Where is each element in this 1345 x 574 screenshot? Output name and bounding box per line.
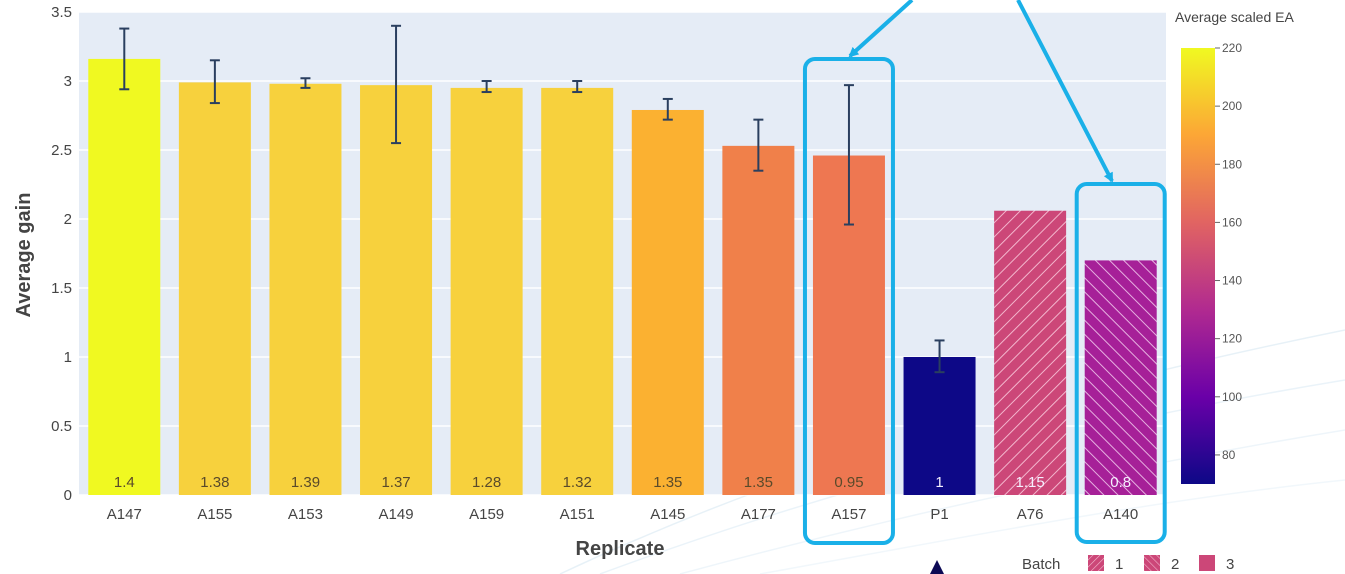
annotation-arrows <box>848 0 1114 574</box>
colorbar-tick-label: 180 <box>1222 157 1242 171</box>
colorbar-tick-label: 160 <box>1222 215 1242 229</box>
error-bar-a145 <box>662 97 673 121</box>
error-bar-p1 <box>934 339 945 374</box>
x-axis-label: Replicate <box>576 538 665 560</box>
error-bar-a153 <box>300 77 311 89</box>
data-label-a155: 1.38 <box>200 474 229 491</box>
bar-a177 <box>722 145 795 496</box>
gridlines <box>79 11 1166 496</box>
data-labels: 1.4 1.38 1.39 1.37 1.28 1.32 1.35 1.35 0.95 1 1.15… <box>114 474 1131 491</box>
bar-a149 <box>360 85 433 495</box>
bar-a155 <box>178 82 251 495</box>
x-tick-label-a153: A153 <box>288 506 323 523</box>
y-axis-ticks: 0 0.5 1 1.5 2 2.5 3 3.5 <box>51 4 72 504</box>
legend-swatch-3 <box>1199 555 1215 571</box>
highlight-boxes <box>802 57 1167 545</box>
colorbar <box>1181 48 1215 484</box>
y-tick-label: 1 <box>64 349 72 366</box>
x-tick-label-a147: A147 <box>107 506 142 523</box>
data-label-a153: 1.39 <box>291 474 320 491</box>
colorbar-tick-label: 200 <box>1222 99 1242 113</box>
y-tick-label: 1.5 <box>51 280 72 297</box>
x-tick-label-a177: A177 <box>741 506 776 523</box>
y-tick-label: 2 <box>64 211 72 228</box>
bar-a159 <box>450 87 523 496</box>
data-label-a151: 1.32 <box>563 474 592 491</box>
data-label-p1: 1 <box>935 474 943 491</box>
colorbar-tick-label: 80 <box>1222 448 1236 462</box>
legend-entry-2: 2 <box>1171 556 1179 573</box>
y-axis-label: Average gain <box>13 193 35 318</box>
x-axis-ticks: A147 A155 A153 A149 A159 A151 A145 A177 A157 P1 A7… <box>107 506 1138 523</box>
data-label-a76: 1.15 <box>1016 474 1045 491</box>
colorbar-tick-label: 140 <box>1222 274 1242 288</box>
bar-a145 <box>631 109 704 495</box>
bar-a76 <box>994 210 1067 495</box>
data-label-a145: 1.35 <box>653 474 682 491</box>
highlight-box-a157 <box>802 57 895 545</box>
bars <box>88 58 1157 496</box>
y-tick-label: 3 <box>64 73 72 90</box>
x-tick-label-a145: A145 <box>650 506 685 523</box>
legend-entry-1: 1 <box>1115 556 1123 573</box>
arrow-to-a140 <box>1016 0 1114 183</box>
legend-entry-3: 3 <box>1226 556 1234 573</box>
colorbar-ticks: 220 200 180 160 140 120 100 80 <box>1215 41 1242 462</box>
error-bar-a157 <box>843 84 854 226</box>
x-tick-label-a157: A157 <box>831 506 866 523</box>
x-tick-label-a155: A155 <box>197 506 232 523</box>
data-label-a147: 1.4 <box>114 474 135 491</box>
legend-swatch-2 <box>1144 555 1160 571</box>
y-tick-label: 0.5 <box>51 418 72 435</box>
data-label-a140: 0.8 <box>1110 474 1131 491</box>
data-label-a149: 1.37 <box>381 474 410 491</box>
x-tick-label-a76: A76 <box>1017 506 1044 523</box>
error-bars <box>119 24 945 374</box>
bar-a151 <box>541 87 614 496</box>
x-tick-label-a140: A140 <box>1103 506 1138 523</box>
legend-swatch-1 <box>1088 555 1104 571</box>
arrow-to-a157 <box>848 0 914 58</box>
data-label-a177: 1.35 <box>744 474 773 491</box>
bar-a140 <box>1084 260 1157 495</box>
x-tick-label-a159: A159 <box>469 506 504 523</box>
bar-p1 <box>903 357 976 495</box>
error-bar-a151 <box>572 80 583 94</box>
x-tick-label-p1: P1 <box>930 506 948 523</box>
error-bar-a155 <box>209 59 220 105</box>
bar-a147 <box>88 58 161 496</box>
colorbar-tick-label: 120 <box>1222 332 1242 346</box>
bar-a153 <box>269 83 342 495</box>
data-label-a157: 0.95 <box>834 474 863 491</box>
arrow-up-p1 <box>930 560 944 574</box>
error-bar-a149 <box>391 24 402 145</box>
y-tick-label: 0 <box>64 487 72 504</box>
legend-title: Batch <box>1022 556 1060 573</box>
legend: Batch 1 2 3 <box>1022 555 1234 573</box>
x-tick-label-a151: A151 <box>560 506 595 523</box>
error-bar-a159 <box>481 80 492 94</box>
x-tick-label-a149: A149 <box>379 506 414 523</box>
plot-area <box>79 12 1166 495</box>
error-bar-a147 <box>119 27 130 91</box>
highlight-box-a140 <box>1074 182 1167 544</box>
y-tick-label: 2.5 <box>51 142 72 159</box>
colorbar-title: Average scaled EA <box>1175 9 1294 25</box>
data-label-a159: 1.28 <box>472 474 501 491</box>
colorbar-tick-label: 100 <box>1222 390 1242 404</box>
colorbar-tick-label: 220 <box>1222 41 1242 55</box>
error-bar-a177 <box>753 118 764 172</box>
y-tick-label: 3.5 <box>51 4 72 21</box>
